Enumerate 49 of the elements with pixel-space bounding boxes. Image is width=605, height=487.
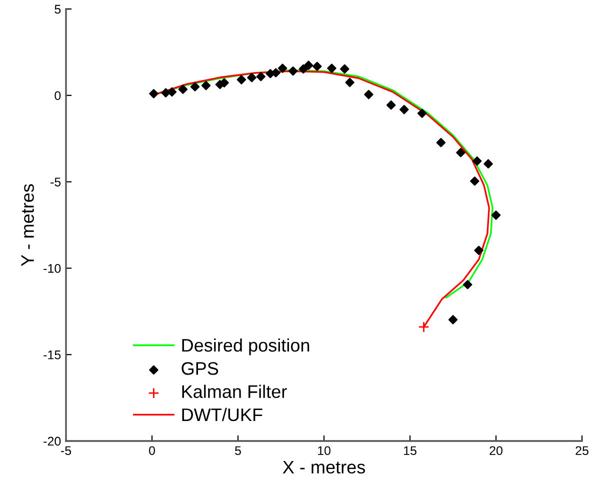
point (167, 87, 177, 97)
y-tick-label: 0 (54, 91, 61, 100)
point (491, 210, 501, 220)
x-tick-label: 15 (404, 446, 416, 456)
x-tick-label: 25 (576, 446, 588, 456)
point (340, 64, 350, 74)
point (418, 321, 430, 333)
x-tick-label: 10 (318, 446, 330, 456)
point (417, 108, 427, 118)
y-tick-label: -10 (44, 264, 61, 273)
y-tick-label: 5 (54, 4, 61, 14)
point (256, 72, 266, 82)
point (436, 138, 446, 148)
x-tick-label: -5 (61, 446, 72, 456)
point (472, 156, 482, 166)
point (448, 315, 458, 324)
point (327, 64, 336, 73)
point (400, 104, 409, 114)
y-tick-label: -15 (44, 350, 61, 360)
point (201, 80, 211, 90)
legend-label: DWT/UKF (182, 408, 262, 422)
y-axis-title: Y - metres (21, 184, 34, 266)
point (149, 89, 158, 98)
point (236, 75, 246, 84)
x-axis-title: X - metres (282, 460, 365, 474)
point (386, 100, 396, 110)
x-tick-label: 20 (490, 446, 502, 456)
point (462, 280, 472, 290)
y-tick-label: -20 (44, 436, 61, 446)
legend-label: Desired position (182, 338, 310, 356)
x-tick-label: 0 (149, 446, 155, 456)
point (345, 78, 354, 88)
y-tick-label: -5 (50, 178, 61, 186)
legend-label: Kalman Filter (182, 384, 287, 398)
point (474, 246, 484, 256)
point (288, 66, 298, 76)
point (247, 72, 256, 82)
point (278, 64, 288, 73)
point (470, 176, 480, 186)
point (304, 60, 314, 70)
point (178, 84, 188, 94)
point (298, 64, 308, 74)
point (190, 82, 200, 92)
point (312, 62, 322, 71)
x-tick-label: 5 (235, 446, 241, 456)
point (364, 90, 374, 100)
legend-label: GPS (182, 362, 218, 375)
point (456, 148, 466, 158)
point (484, 159, 493, 168)
